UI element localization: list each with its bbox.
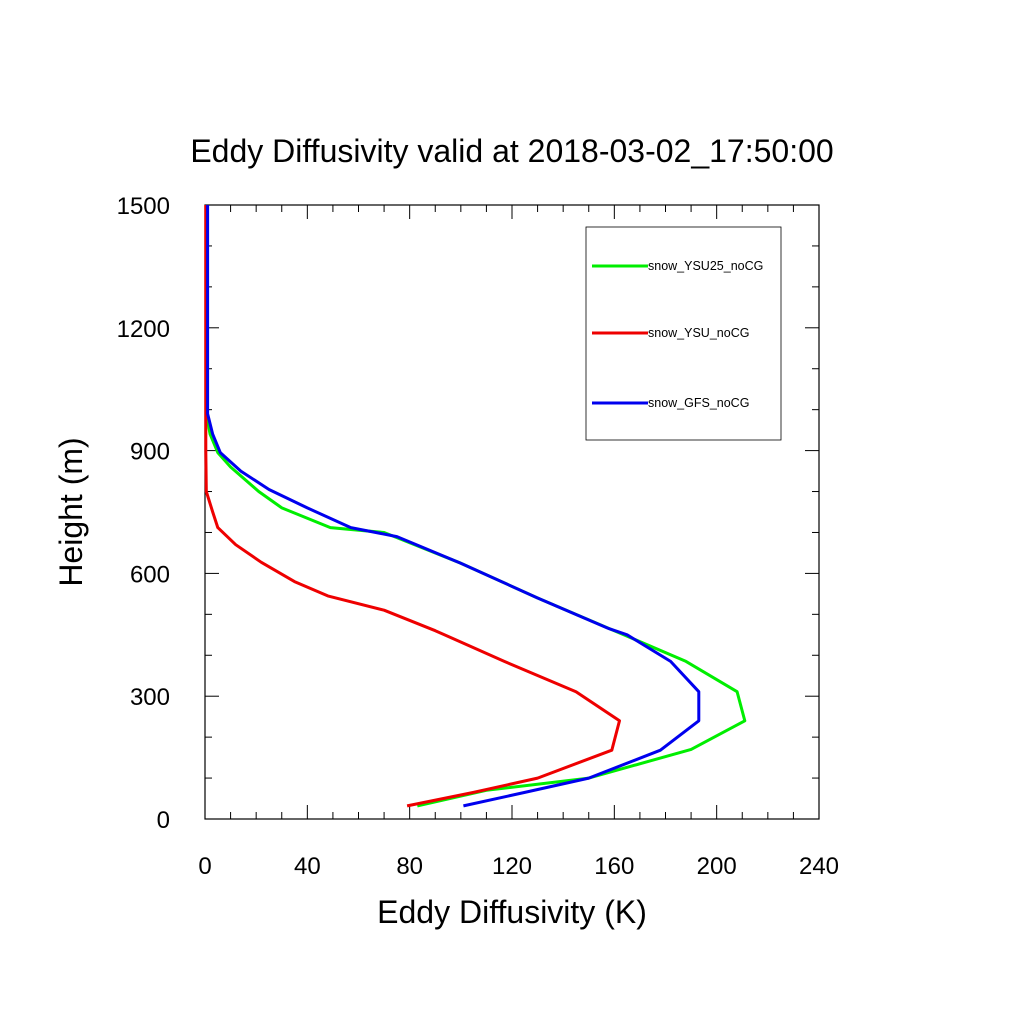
x-tick-label: 200 <box>697 853 737 880</box>
legend-label: snow_YSU_noCG <box>648 326 749 340</box>
x-tick-label: 240 <box>799 853 839 880</box>
y-axis-label: Height (m) <box>53 437 89 586</box>
series-line-snow_YSU25_noCG <box>204 205 747 808</box>
legend-box <box>585 226 782 441</box>
y-tick-label: 600 <box>130 561 170 588</box>
axis-ticks <box>204 204 820 820</box>
plot-area <box>204 204 820 820</box>
y-tick-label: 900 <box>130 439 170 466</box>
x-tick-label: 160 <box>594 853 634 880</box>
x-tick-label: 40 <box>294 853 321 880</box>
y-tick-label: 0 <box>157 807 170 834</box>
chart-title: Eddy Diffusivity valid at 2018-03-02_17:… <box>190 133 833 169</box>
legend-entries: snow_YSU25_noCG snow_YSU_noCG snow_GFS_noC… <box>592 259 763 410</box>
x-axis-label: Eddy Diffusivity (K) <box>377 894 647 930</box>
x-tick-labels: 0 40 80 120 160 200 240 <box>198 853 839 880</box>
series-line-snow_YSU_noCG <box>204 205 621 808</box>
y-tick-label: 300 <box>130 684 170 711</box>
plot-frame <box>204 204 820 820</box>
y-tick-labels: 0 300 600 900 1200 1500 <box>117 193 170 834</box>
x-tick-label: 120 <box>492 853 532 880</box>
legend: snow_YSU25_noCG snow_YSU_noCG snow_GFS_noC… <box>585 226 782 441</box>
legend-label: snow_YSU25_noCG <box>648 259 763 273</box>
x-tick-label: 80 <box>396 853 423 880</box>
legend-label: snow_GFS_noCG <box>648 396 749 410</box>
x-tick-label: 0 <box>198 853 211 880</box>
y-tick-label: 1200 <box>117 316 170 343</box>
y-tick-label: 1500 <box>117 193 170 220</box>
series-line-snow_GFS_noCG <box>206 205 701 808</box>
series-lines <box>204 205 747 808</box>
